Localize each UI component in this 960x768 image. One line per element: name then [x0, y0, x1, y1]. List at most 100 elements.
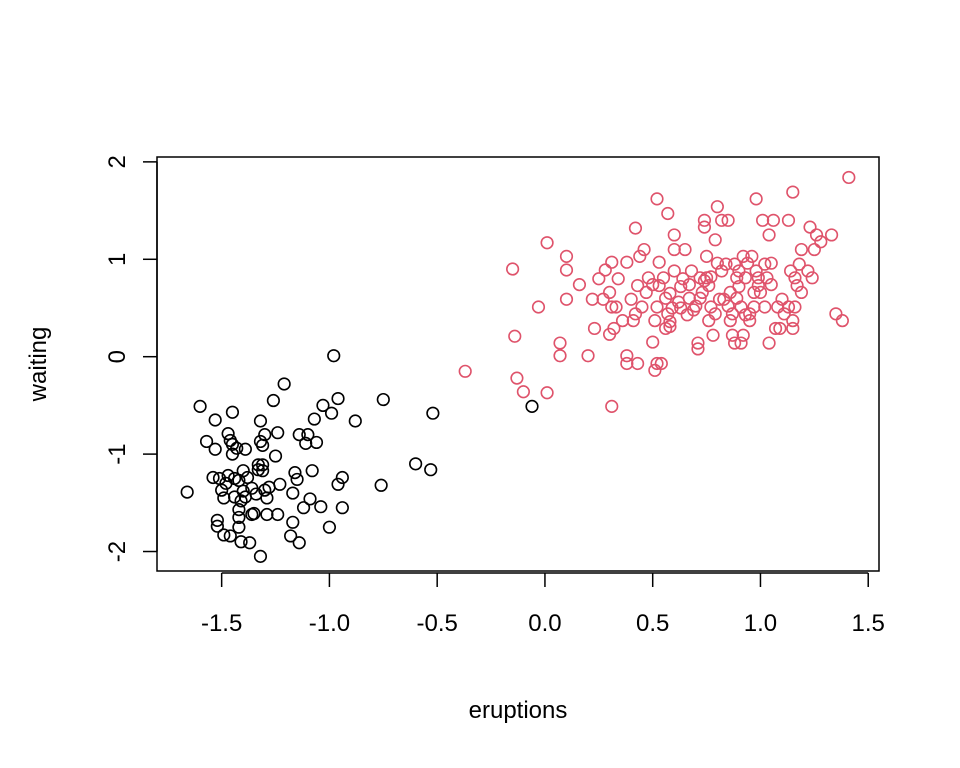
- data-point: [693, 291, 707, 305]
- data-point: [553, 336, 567, 350]
- data-point: [749, 192, 763, 206]
- data-point: [764, 278, 778, 292]
- data-point: [721, 213, 735, 227]
- data-point: [661, 206, 675, 221]
- data-point: [652, 278, 666, 293]
- data-point: [794, 242, 809, 257]
- data-point: [286, 515, 300, 529]
- data-point: [736, 328, 750, 342]
- series-1: [180, 349, 539, 563]
- data-point: [303, 492, 317, 506]
- data-point: [650, 300, 664, 314]
- y-tick-label: 2: [104, 155, 131, 168]
- data-point: [667, 242, 681, 257]
- data-point: [678, 242, 692, 257]
- data-point: [620, 349, 634, 363]
- data-point: [307, 412, 321, 426]
- data-point: [506, 262, 520, 276]
- data-point: [301, 428, 315, 442]
- data-point: [691, 342, 705, 356]
- data-point: [758, 300, 772, 314]
- data-point: [525, 399, 539, 413]
- data-point: [376, 392, 390, 407]
- data-point: [648, 363, 662, 377]
- data-point: [809, 228, 824, 242]
- data-point: [409, 457, 423, 471]
- data-point: [674, 279, 688, 294]
- data-point: [803, 220, 817, 234]
- data-point: [637, 242, 651, 257]
- data-point: [790, 278, 804, 293]
- data-point: [738, 271, 752, 285]
- data-point: [290, 472, 304, 487]
- x-tick-label: -1.5: [201, 610, 242, 637]
- x-tick-label: 1.5: [852, 610, 885, 637]
- data-point: [210, 519, 224, 533]
- data-point: [781, 300, 796, 314]
- data-point: [314, 500, 328, 514]
- data-point: [723, 314, 737, 328]
- data-point: [322, 520, 337, 534]
- data-point: [751, 278, 765, 293]
- data-point: [788, 300, 802, 314]
- y-tick-label: -1: [104, 443, 131, 464]
- data-point: [598, 263, 612, 277]
- data-point: [747, 300, 761, 314]
- data-point: [814, 235, 828, 249]
- data-point: [631, 356, 645, 371]
- data-point: [225, 405, 240, 419]
- data-point: [743, 314, 757, 328]
- data-point: [702, 314, 716, 328]
- data-point: [327, 349, 341, 363]
- data-point: [236, 464, 250, 478]
- data-point: [786, 321, 800, 336]
- data-point: [585, 292, 599, 306]
- data-point: [592, 272, 606, 286]
- data-point: [587, 321, 602, 336]
- data-point: [736, 249, 750, 263]
- data-point: [540, 386, 554, 400]
- data-point: [652, 255, 666, 269]
- data-point: [531, 300, 546, 314]
- data-point: [253, 549, 268, 563]
- data-point: [266, 393, 280, 408]
- y-axis-label: waiting: [25, 327, 52, 403]
- data-point: [788, 271, 802, 285]
- data-point: [633, 249, 647, 263]
- data-point: [348, 414, 362, 428]
- data-point: [667, 264, 681, 278]
- x-axis: -1.5 -1.0 -0.5 0.0 0.5 1.0 1.5: [201, 572, 885, 637]
- data-point: [646, 278, 660, 292]
- data-point: [775, 292, 789, 306]
- data-point: [631, 278, 645, 293]
- data-point: [611, 272, 625, 286]
- data-point: [766, 213, 780, 227]
- data-point: [221, 468, 235, 483]
- data-point: [217, 491, 231, 505]
- data-point: [734, 300, 748, 314]
- data-point: [626, 314, 640, 328]
- data-point: [777, 307, 791, 321]
- data-point: [253, 414, 268, 428]
- data-point: [646, 335, 660, 349]
- data-point: [708, 233, 722, 247]
- data-point: [648, 314, 662, 328]
- data-point: [199, 434, 214, 449]
- data-point: [193, 399, 207, 413]
- data-point: [210, 513, 224, 527]
- data-point: [335, 470, 349, 485]
- data-point: [256, 438, 270, 452]
- data-point: [663, 319, 677, 334]
- data-point: [238, 442, 252, 456]
- data-point: [727, 336, 742, 350]
- data-point: [824, 228, 839, 242]
- data-point: [702, 278, 716, 293]
- data-point: [615, 314, 630, 328]
- data-point: [260, 491, 274, 505]
- data-point: [284, 529, 298, 543]
- data-point: [719, 257, 733, 271]
- data-point: [792, 257, 806, 271]
- data-point: [581, 349, 595, 363]
- data-point: [286, 486, 300, 500]
